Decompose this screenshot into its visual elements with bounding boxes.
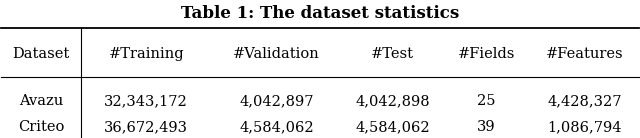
Text: 32,343,172: 32,343,172 bbox=[104, 94, 188, 108]
Text: 4,042,897: 4,042,897 bbox=[239, 94, 314, 108]
Text: #Training: #Training bbox=[108, 47, 184, 61]
Text: Avazu: Avazu bbox=[19, 94, 63, 108]
Text: #Fields: #Fields bbox=[458, 47, 515, 61]
Text: 4,042,898: 4,042,898 bbox=[355, 94, 429, 108]
Text: Table 1: The dataset statistics: Table 1: The dataset statistics bbox=[181, 5, 459, 22]
Text: #Validation: #Validation bbox=[233, 47, 320, 61]
Text: 1,086,794: 1,086,794 bbox=[547, 120, 621, 134]
Text: Criteo: Criteo bbox=[18, 120, 65, 134]
Text: 39: 39 bbox=[477, 120, 496, 134]
Text: 4,584,062: 4,584,062 bbox=[239, 120, 314, 134]
Text: 4,584,062: 4,584,062 bbox=[355, 120, 429, 134]
Text: 25: 25 bbox=[477, 94, 496, 108]
Text: Dataset: Dataset bbox=[13, 47, 70, 61]
Text: 36,672,493: 36,672,493 bbox=[104, 120, 188, 134]
Text: #Test: #Test bbox=[371, 47, 414, 61]
Text: 4,428,327: 4,428,327 bbox=[547, 94, 621, 108]
Text: #Features: #Features bbox=[545, 47, 623, 61]
